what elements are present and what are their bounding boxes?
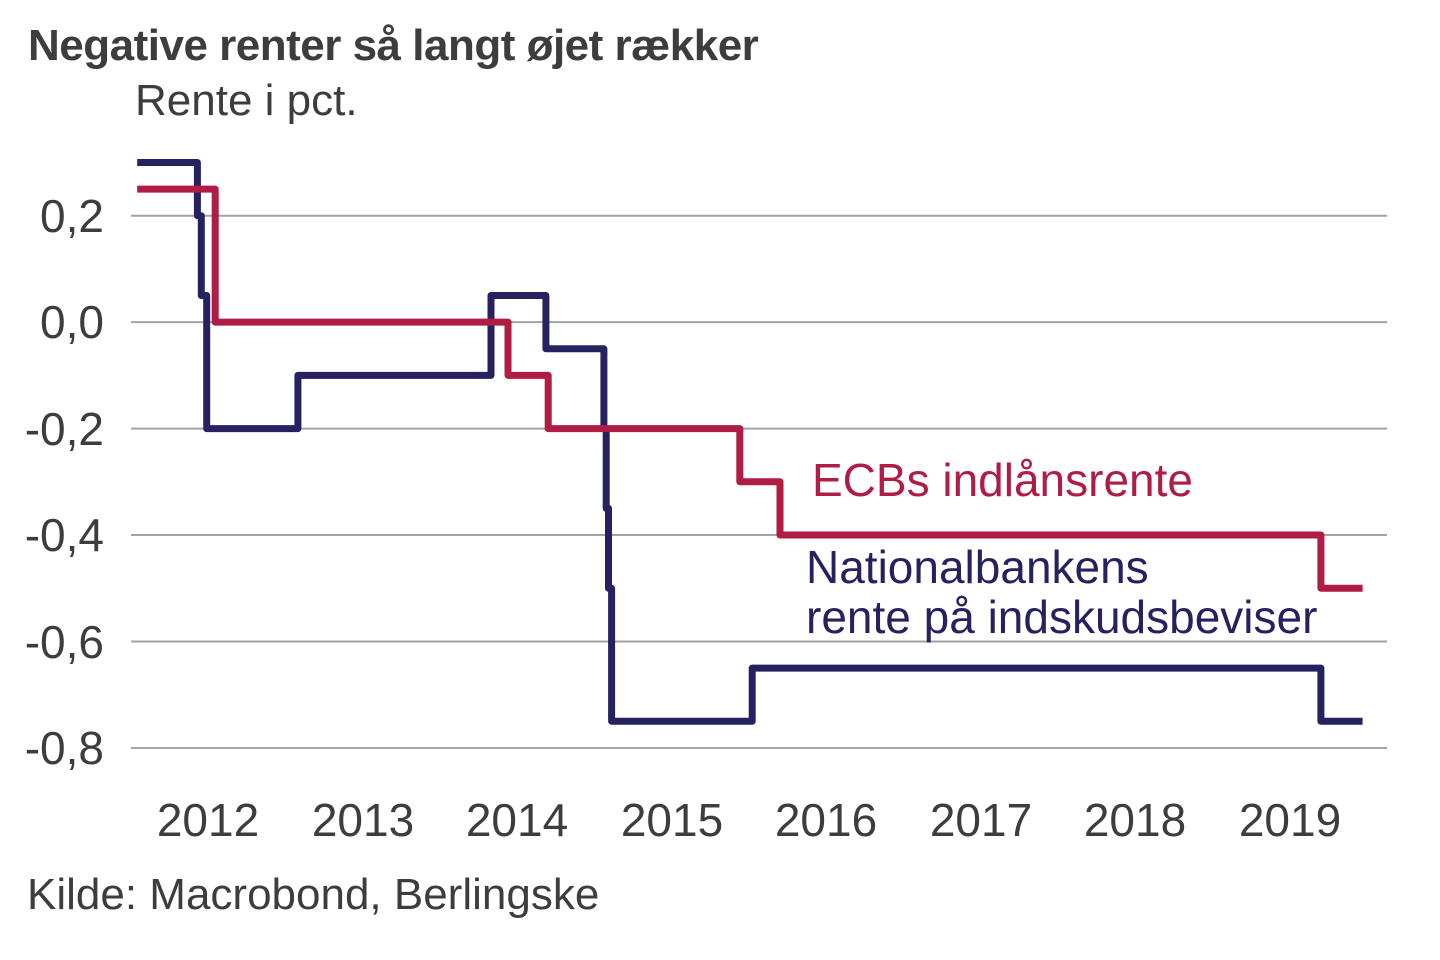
- chart-title: Negative renter så langt øjet rækker: [28, 21, 759, 70]
- x-tick-label: 2013: [311, 794, 415, 846]
- x-tick-label: 2018: [1083, 794, 1187, 846]
- y-tick-label: -0,8: [24, 722, 104, 774]
- x-tick-label: 2016: [774, 794, 878, 846]
- nationalbank-line: [137, 159, 1363, 725]
- y-tick-label: -0,2: [24, 403, 104, 455]
- legend-nationalbank-line1: Nationalbankens: [806, 541, 1149, 593]
- y-tick-label: 0,0: [40, 296, 104, 348]
- x-tick-label: 2012: [156, 794, 260, 846]
- y-tick-label: -0,4: [24, 509, 104, 561]
- source-caption: Kilde: Macrobond, Berlingske: [27, 870, 600, 919]
- y-tick-label: 0,2: [40, 190, 104, 242]
- legend-nationalbank-line2: rente på indskudsbeviser: [806, 591, 1318, 643]
- y-tick-label: -0,6: [24, 616, 104, 668]
- legend-nationalbank-label: Nationalbankens rente på indskudsbeviser: [806, 542, 1317, 642]
- legend-ecb-label: ECBs indlånsrente: [812, 454, 1193, 506]
- x-tick-label: 2014: [465, 794, 569, 846]
- x-tick-label: 2015: [620, 794, 724, 846]
- x-tick-label: 2017: [929, 794, 1033, 846]
- ecb-line: [137, 185, 1363, 592]
- y-axis-title: Rente i pct.: [135, 76, 358, 125]
- x-tick-label: 2019: [1238, 794, 1342, 846]
